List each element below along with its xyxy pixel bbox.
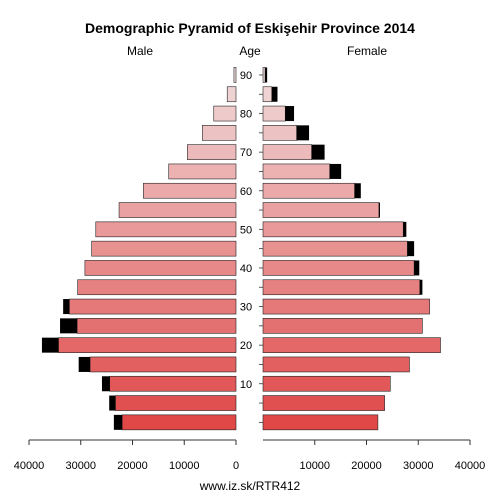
x-tick-label: 30000 <box>403 460 434 472</box>
female-excess-bar <box>271 86 278 102</box>
female-bar <box>262 260 415 276</box>
female-bar <box>262 144 312 160</box>
male-excess-bar <box>101 376 110 392</box>
male-bar <box>77 279 237 296</box>
female-label: Female <box>347 44 387 58</box>
female-bar <box>262 356 410 373</box>
source-label: www.iz.sk/RTR412 <box>199 479 301 493</box>
female-excess-bar <box>296 125 310 141</box>
female-bars <box>262 67 441 431</box>
male-bar <box>84 260 237 276</box>
female-excess-bar <box>329 163 342 179</box>
female-bar <box>262 125 297 141</box>
x-tick-label: 0 <box>233 460 239 472</box>
x-axis: 40000 30000 20000 10000 0 10000 20000 30000 4000… <box>14 439 486 472</box>
male-excess-bar <box>78 356 91 372</box>
female-bar <box>262 298 430 315</box>
female-bar <box>262 221 404 238</box>
male-bar <box>89 356 237 373</box>
age-tick-label: 50 <box>240 224 252 236</box>
female-excess-bar <box>354 183 361 199</box>
male-bars <box>41 67 237 431</box>
male-bar <box>226 86 237 103</box>
female-excess-bar <box>285 106 295 122</box>
female-bar <box>262 86 273 103</box>
female-excess-bar <box>407 241 415 257</box>
female-excess-bar <box>419 279 423 295</box>
male-bar <box>109 375 237 392</box>
female-excess-bar <box>414 260 420 276</box>
male-bar <box>168 163 237 180</box>
male-bar <box>233 67 237 83</box>
male-excess-bar <box>60 318 78 334</box>
female-bar <box>262 337 441 353</box>
female-excess-bar <box>265 67 268 83</box>
chart-title: Demographic Pyramid of Eskişehir Provinc… <box>85 20 415 36</box>
male-bar <box>187 144 237 160</box>
male-bar <box>202 125 237 141</box>
female-bar <box>262 279 421 296</box>
male-excess-bar <box>63 299 70 315</box>
female-bar <box>262 105 286 122</box>
x-tick-label: 10000 <box>169 460 200 472</box>
male-bar <box>76 318 237 334</box>
female-excess-bar <box>311 144 325 160</box>
age-tick-label: 70 <box>240 147 252 159</box>
female-bar <box>262 318 423 334</box>
male-bar <box>91 240 237 257</box>
male-bar <box>115 395 237 411</box>
female-bar <box>262 202 380 218</box>
female-bar <box>262 182 355 199</box>
male-bar <box>143 182 237 199</box>
female-bar <box>262 67 266 83</box>
x-tick-label: 10000 <box>299 460 330 472</box>
male-bar <box>69 298 237 315</box>
x-tick-label: 40000 <box>14 460 45 472</box>
male-bar <box>118 202 237 218</box>
x-tick-label: 20000 <box>351 460 382 472</box>
age-tick-label: 30 <box>240 302 252 314</box>
male-excess-bar <box>109 395 116 411</box>
x-tick-label: 40000 <box>455 460 486 472</box>
age-label: Age <box>239 44 261 58</box>
male-excess-bar <box>113 414 123 430</box>
female-bar <box>262 414 379 431</box>
female-excess-bar <box>378 202 380 218</box>
male-bar <box>58 337 237 353</box>
female-bar <box>262 395 385 411</box>
age-axis: 10 20 30 40 50 60 70 80 90 <box>240 70 263 423</box>
female-bar <box>262 375 391 392</box>
female-excess-bar <box>403 221 407 237</box>
male-label: Male <box>127 44 153 58</box>
female-bar <box>262 240 408 257</box>
x-tick-label: 30000 <box>65 460 96 472</box>
male-bar <box>213 105 237 122</box>
age-tick-label: 60 <box>240 186 252 198</box>
age-tick-label: 20 <box>240 340 252 352</box>
male-bar <box>121 414 237 431</box>
age-tick-label: 10 <box>240 379 252 391</box>
female-bar <box>262 163 331 180</box>
male-excess-bar <box>41 337 59 353</box>
male-bar <box>95 221 237 238</box>
age-tick-label: 40 <box>240 263 252 275</box>
x-tick-label: 20000 <box>117 460 148 472</box>
age-tick-label: 90 <box>240 70 252 82</box>
age-tick-label: 80 <box>240 109 252 121</box>
